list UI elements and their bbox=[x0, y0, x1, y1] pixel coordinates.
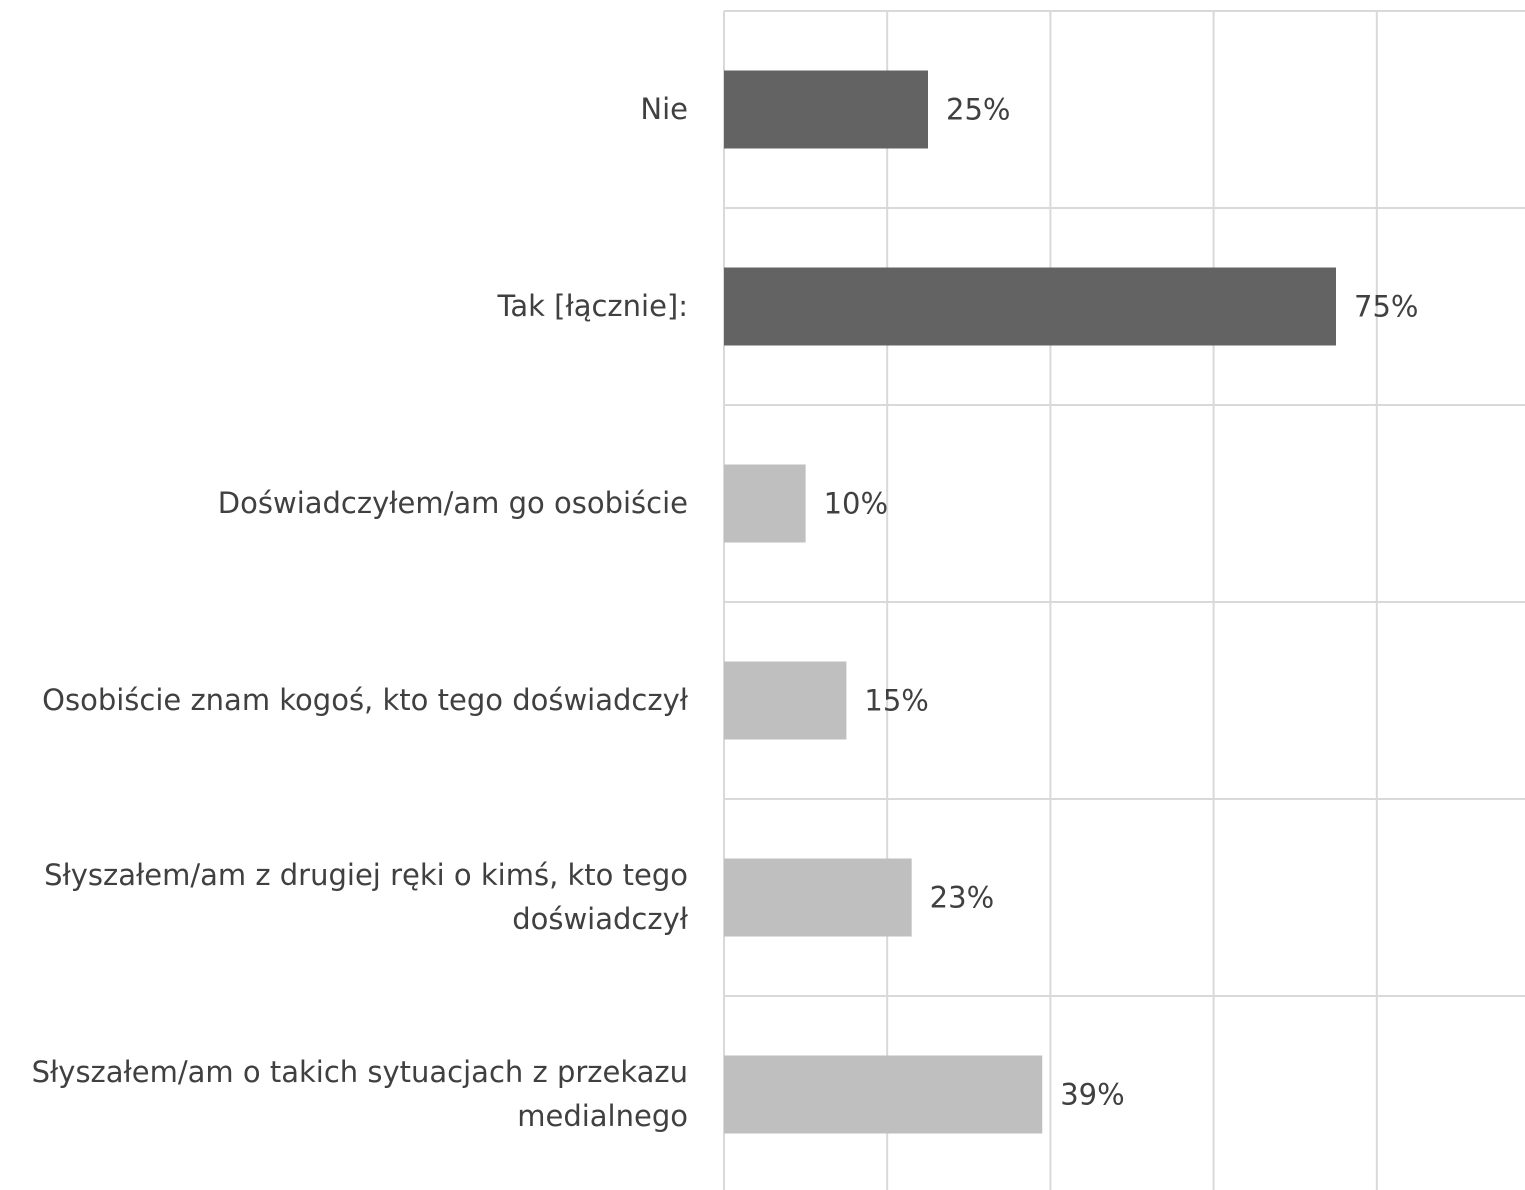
value-label: 75% bbox=[1354, 290, 1418, 324]
category-label: Tak [łącznie]: bbox=[497, 288, 688, 323]
bar bbox=[724, 267, 1336, 346]
value-label: 39% bbox=[1060, 1078, 1124, 1112]
category-label-box: Doświadczyłem/am go osobiście bbox=[217, 485, 688, 520]
bar bbox=[724, 1055, 1043, 1134]
category-label-box: Osobiście znam kogoś, kto tego doświadcz… bbox=[42, 682, 688, 717]
value-label: 15% bbox=[864, 684, 928, 718]
category-label: Osobiście znam kogoś, kto tego doświadcz… bbox=[42, 682, 688, 717]
bar bbox=[724, 858, 912, 937]
category-label: Słyszałem/am z drugiej ręki o kimś, kto … bbox=[44, 858, 688, 936]
value-label: 10% bbox=[824, 487, 888, 521]
category-label: Nie bbox=[640, 91, 688, 126]
bar bbox=[724, 464, 806, 543]
category-label: Doświadczyłem/am go osobiście bbox=[217, 485, 688, 520]
category-label: Słyszałem/am o takich sytuacjach z przek… bbox=[31, 1055, 688, 1133]
category-label-box: Tak [łącznie]: bbox=[497, 288, 688, 323]
bar bbox=[724, 70, 928, 149]
category-label-box: Słyszałem/am o takich sytuacjach z przek… bbox=[31, 1055, 688, 1133]
category-label-box: Słyszałem/am z drugiej ręki o kimś, kto … bbox=[44, 858, 688, 936]
bar bbox=[724, 661, 847, 740]
category-label-box: Nie bbox=[640, 91, 688, 126]
value-label: 25% bbox=[946, 93, 1010, 127]
value-label: 23% bbox=[930, 881, 994, 915]
